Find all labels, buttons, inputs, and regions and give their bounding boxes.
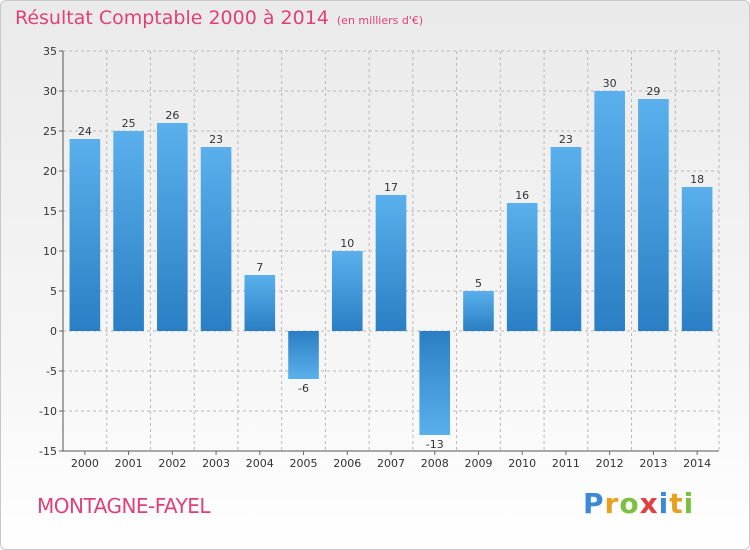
value-label-2002: 26 xyxy=(165,109,179,122)
x-tick-label-2008: 2008 xyxy=(421,457,449,470)
x-tick-label-2005: 2005 xyxy=(290,457,318,470)
chart-subtitle: (en milliers d'€) xyxy=(336,14,424,27)
bar-2002 xyxy=(157,123,188,331)
value-label-2009: 5 xyxy=(475,277,482,290)
bar-2005 xyxy=(288,331,319,379)
x-tick-label-2009: 2009 xyxy=(464,457,492,470)
y-tick-label: 10 xyxy=(43,245,57,258)
y-tick-label: -15 xyxy=(39,445,57,458)
x-tick-label-2003: 2003 xyxy=(202,457,230,470)
bar-2001 xyxy=(113,131,144,331)
value-label-2004: 7 xyxy=(256,261,263,274)
x-tick-label-2011: 2011 xyxy=(552,457,580,470)
x-tick-label-2006: 2006 xyxy=(333,457,361,470)
bar-2003 xyxy=(200,147,232,331)
chart-title: Résultat Comptable 2000 à 2014 (en millie… xyxy=(15,7,423,29)
x-tick-label-2001: 2001 xyxy=(115,457,143,470)
x-tick-label-2010: 2010 xyxy=(508,457,536,470)
value-label-2007: 17 xyxy=(384,181,398,194)
value-label-2001: 25 xyxy=(122,117,136,130)
value-label-2013: 29 xyxy=(646,85,660,98)
value-label-2012: 30 xyxy=(603,77,617,90)
bar-2013 xyxy=(638,99,669,331)
y-tick-label: 15 xyxy=(43,205,57,218)
x-tick-label-2014: 2014 xyxy=(683,457,711,470)
bar-2008 xyxy=(419,331,451,435)
value-label-2003: 23 xyxy=(209,133,223,146)
y-tick-label: -5 xyxy=(46,365,57,378)
value-label-2010: 16 xyxy=(515,189,529,202)
x-tick-label-2013: 2013 xyxy=(639,457,667,470)
bar-2011 xyxy=(550,147,582,331)
y-tick-label: 30 xyxy=(43,85,57,98)
value-label-2011: 23 xyxy=(559,133,573,146)
bar-2006 xyxy=(331,251,363,331)
bar-2012 xyxy=(594,91,625,331)
bar-2010 xyxy=(506,203,538,331)
axes xyxy=(59,50,719,455)
y-tick-label: 35 xyxy=(43,45,57,58)
x-tick-label-2007: 2007 xyxy=(377,457,405,470)
bars xyxy=(69,91,713,435)
y-tick-label: -10 xyxy=(39,405,57,418)
value-label-2006: 10 xyxy=(340,237,354,250)
chart-title-text: Résultat Comptable 2000 à 2014 xyxy=(15,7,329,29)
value-label-2014: 18 xyxy=(690,173,704,186)
bar-2007 xyxy=(375,195,407,331)
y-tick-label: 20 xyxy=(43,165,57,178)
y-tick-label: 0 xyxy=(50,325,57,338)
value-label-2000: 24 xyxy=(78,125,92,138)
bar-2000 xyxy=(69,139,101,331)
y-tick-label: 5 xyxy=(50,285,57,298)
labels: -15 -10 -5 0 5 10 15 20 25 30 35 24 2000 25 2001 26 2002… xyxy=(39,45,711,470)
bar-2009 xyxy=(463,291,494,331)
bar-2004 xyxy=(244,275,276,331)
x-tick-label-2004: 2004 xyxy=(246,457,274,470)
x-tick-label-2002: 2002 xyxy=(158,457,186,470)
bar-2014 xyxy=(681,187,713,331)
x-tick-label-2000: 2000 xyxy=(71,457,99,470)
value-label-2008: -13 xyxy=(426,438,444,451)
proxiti-logo: Proxiti xyxy=(583,487,695,520)
value-label-2005: -6 xyxy=(298,382,309,395)
commune-name: MONTAGNE-FAYEL xyxy=(37,494,211,518)
x-tick-label-2012: 2012 xyxy=(596,457,624,470)
y-tick-label: 25 xyxy=(43,125,57,138)
